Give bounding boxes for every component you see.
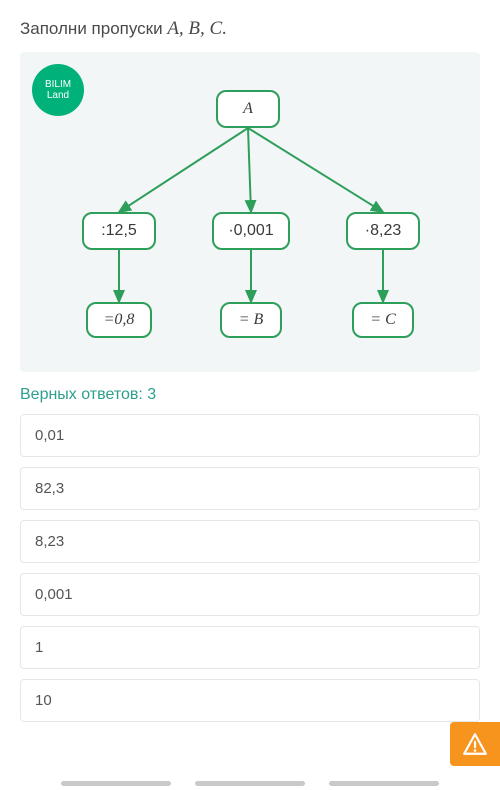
nav-bar-segment xyxy=(195,781,305,786)
title-prefix: Заполни пропуски xyxy=(20,19,167,38)
nav-bar-segment xyxy=(329,781,439,786)
tree-node-root: A xyxy=(216,90,280,128)
tree-node-op-2: ·8,23 xyxy=(346,212,420,250)
answer-option-4[interactable]: 1 xyxy=(20,626,480,669)
tree-node-op-1: ·0,001 xyxy=(212,212,290,250)
answer-option-2[interactable]: 8,23 xyxy=(20,520,480,563)
correct-answers-label: Верных ответов: 3 xyxy=(20,386,480,404)
tree-node-result-0: =0,8 xyxy=(86,302,152,338)
answer-option-0[interactable]: 0,01 xyxy=(20,414,480,457)
brand-badge: BILIM Land xyxy=(32,64,84,116)
tree-node-op-0: :12,5 xyxy=(82,212,156,250)
warning-icon xyxy=(462,731,488,757)
title-vars: A, B, C. xyxy=(167,18,227,39)
answer-options: 0,01 82,3 8,23 0,001 1 10 xyxy=(20,414,480,722)
diagram-panel: BILIM Land A :12,5 ·0,001 ·8,23 =0,8 = B = C xyxy=(20,52,480,372)
report-problem-button[interactable] xyxy=(450,722,500,766)
answer-option-1[interactable]: 82,3 xyxy=(20,467,480,510)
question-title: Заполни пропуски A, B, C. xyxy=(20,18,480,40)
answer-option-3[interactable]: 0,001 xyxy=(20,573,480,616)
nav-bar-segment xyxy=(61,781,171,786)
answer-option-5[interactable]: 10 xyxy=(20,679,480,722)
tree-node-result-1: = B xyxy=(220,302,282,338)
tree-node-result-2: = C xyxy=(352,302,414,338)
bottom-nav-bars xyxy=(0,781,500,786)
